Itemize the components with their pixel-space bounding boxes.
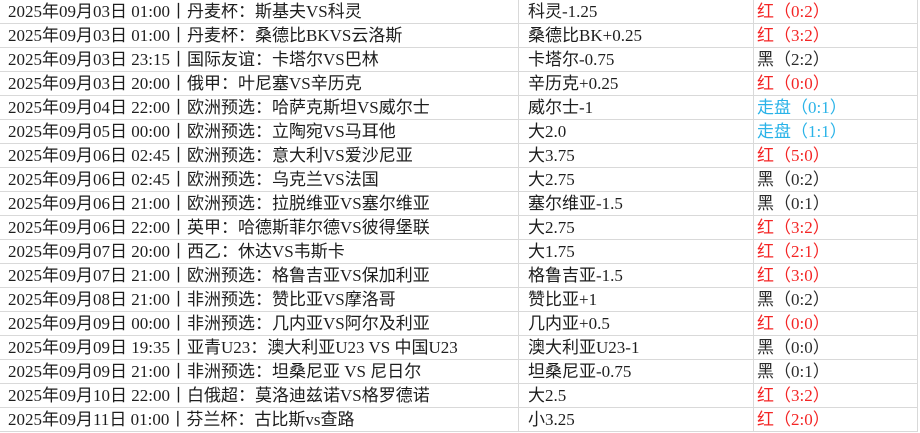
table-row: 2025年09月03日 23:15丨国际友谊：卡塔尔VS巴林 卡塔尔-0.75 … bbox=[0, 48, 918, 72]
match-cell: 2025年09月09日 19:35丨亚青U23：澳大利亚U23 VS 中国U23 bbox=[8, 338, 458, 357]
handicap-cell: 科灵-1.25 bbox=[518, 0, 753, 23]
result-cell: 红（0:2） bbox=[753, 0, 918, 23]
handicap-cell: 大2.75 bbox=[518, 216, 753, 239]
match-cell: 2025年09月09日 00:00丨非洲预选：几内亚VS阿尔及利亚 bbox=[8, 314, 430, 333]
match-cell: 2025年09月03日 23:15丨国际友谊：卡塔尔VS巴林 bbox=[8, 50, 379, 69]
match-cell: 2025年09月07日 21:00丨欧洲预选：格鲁吉亚VS保加利亚 bbox=[8, 266, 430, 285]
match-cell: 2025年09月05日 00:00丨欧洲预选：立陶宛VS马耳他 bbox=[8, 122, 396, 141]
table-row: 2025年09月07日 21:00丨欧洲预选：格鲁吉亚VS保加利亚 格鲁吉亚-1… bbox=[0, 264, 918, 288]
match-cell: 2025年09月09日 21:00丨非洲预选：坦桑尼亚 VS 尼日尔 bbox=[8, 362, 422, 381]
handicap-cell: 大2.5 bbox=[518, 384, 753, 407]
match-cell: 2025年09月08日 21:00丨非洲预选：赞比亚VS摩洛哥 bbox=[8, 290, 396, 309]
table-row: 2025年09月11日 01:00丨芬兰杯：古比斯vs查路 小3.25 红（2:… bbox=[0, 408, 918, 432]
result-cell: 红（3:2） bbox=[753, 384, 918, 407]
table-row: 2025年09月09日 21:00丨非洲预选：坦桑尼亚 VS 尼日尔 坦桑尼亚-… bbox=[0, 360, 918, 384]
result-cell: 黑（0:1） bbox=[753, 192, 918, 215]
result-cell: 红（0:0） bbox=[753, 312, 918, 335]
table-row: 2025年09月06日 02:45丨欧洲预选：乌克兰VS法国 大2.75 黑（0… bbox=[0, 168, 918, 192]
result-cell: 黑（2:2） bbox=[753, 48, 918, 71]
handicap-cell: 几内亚+0.5 bbox=[518, 312, 753, 335]
result-cell: 黑（0:0） bbox=[753, 336, 918, 359]
match-cell: 2025年09月03日 01:00丨丹麦杯：斯基夫VS科灵 bbox=[8, 2, 362, 21]
handicap-cell: 威尔士-1 bbox=[518, 96, 753, 119]
table-row: 2025年09月03日 01:00丨丹麦杯：斯基夫VS科灵 科灵-1.25 红（… bbox=[0, 0, 918, 24]
handicap-cell: 大3.75 bbox=[518, 144, 753, 167]
match-cell: 2025年09月06日 02:45丨欧洲预选：意大利VS爱沙尼亚 bbox=[8, 146, 413, 165]
match-cell: 2025年09月11日 01:00丨芬兰杯：古比斯vs查路 bbox=[8, 410, 355, 429]
handicap-cell: 格鲁吉亚-1.5 bbox=[518, 264, 753, 287]
table-row: 2025年09月05日 00:00丨欧洲预选：立陶宛VS马耳他 大2.0 走盘（… bbox=[0, 120, 918, 144]
result-cell: 红（5:0） bbox=[753, 144, 918, 167]
handicap-cell: 小3.25 bbox=[518, 408, 753, 431]
table-row: 2025年09月06日 02:45丨欧洲预选：意大利VS爱沙尼亚 大3.75 红… bbox=[0, 144, 918, 168]
handicap-cell: 坦桑尼亚-0.75 bbox=[518, 360, 753, 383]
result-cell: 红（3:2） bbox=[753, 216, 918, 239]
handicap-cell: 桑德比BK+0.25 bbox=[518, 24, 753, 47]
table-row: 2025年09月07日 20:00丨西乙：休达VS韦斯卡 大1.75 红（2:1… bbox=[0, 240, 918, 264]
match-cell: 2025年09月03日 01:00丨丹麦杯：桑德比BKVS云洛斯 bbox=[8, 26, 403, 45]
match-cell: 2025年09月03日 20:00丨俄甲：叶尼塞VS辛历克 bbox=[8, 74, 362, 93]
handicap-cell: 大1.75 bbox=[518, 240, 753, 263]
handicap-cell: 澳大利亚U23-1 bbox=[518, 336, 753, 359]
table-row: 2025年09月09日 19:35丨亚青U23：澳大利亚U23 VS 中国U23… bbox=[0, 336, 918, 360]
result-cell: 红（2:1） bbox=[753, 240, 918, 263]
table-row: 2025年09月04日 22:00丨欧洲预选：哈萨克斯坦VS威尔士 威尔士-1 … bbox=[0, 96, 918, 120]
table-row: 2025年09月09日 00:00丨非洲预选：几内亚VS阿尔及利亚 几内亚+0.… bbox=[0, 312, 918, 336]
result-cell: 黑（0:1） bbox=[753, 360, 918, 383]
handicap-cell: 辛历克+0.25 bbox=[518, 72, 753, 95]
match-cell: 2025年09月04日 22:00丨欧洲预选：哈萨克斯坦VS威尔士 bbox=[8, 98, 430, 117]
result-cell: 红（3:2） bbox=[753, 24, 918, 47]
table-row: 2025年09月03日 01:00丨丹麦杯：桑德比BKVS云洛斯 桑德比BK+0… bbox=[0, 24, 918, 48]
result-cell: 走盘（0:1） bbox=[753, 96, 918, 119]
match-cell: 2025年09月10日 22:00丨白俄超：莫洛迪兹诺VS格罗德诺 bbox=[8, 386, 430, 405]
result-cell: 红（3:0） bbox=[753, 264, 918, 287]
match-cell: 2025年09月06日 22:00丨英甲：哈德斯菲尔德VS彼得堡联 bbox=[8, 218, 430, 237]
table-row: 2025年09月08日 21:00丨非洲预选：赞比亚VS摩洛哥 赞比亚+1 黑（… bbox=[0, 288, 918, 312]
match-cell: 2025年09月06日 02:45丨欧洲预选：乌克兰VS法国 bbox=[8, 170, 379, 189]
handicap-cell: 塞尔维亚-1.5 bbox=[518, 192, 753, 215]
result-cell: 红（2:0） bbox=[753, 408, 918, 431]
handicap-cell: 卡塔尔-0.75 bbox=[518, 48, 753, 71]
result-cell: 红（0:0） bbox=[753, 72, 918, 95]
handicap-cell: 大2.0 bbox=[518, 120, 753, 143]
handicap-cell: 赞比亚+1 bbox=[518, 288, 753, 311]
result-cell: 黑（0:2） bbox=[753, 168, 918, 191]
table-row: 2025年09月06日 22:00丨英甲：哈德斯菲尔德VS彼得堡联 大2.75 … bbox=[0, 216, 918, 240]
match-cell: 2025年09月07日 20:00丨西乙：休达VS韦斯卡 bbox=[8, 242, 345, 261]
match-cell: 2025年09月06日 21:00丨欧洲预选：拉脱维亚VS塞尔维亚 bbox=[8, 194, 430, 213]
handicap-cell: 大2.75 bbox=[518, 168, 753, 191]
result-cell: 走盘（1:1） bbox=[753, 120, 918, 143]
table-row: 2025年09月10日 22:00丨白俄超：莫洛迪兹诺VS格罗德诺 大2.5 红… bbox=[0, 384, 918, 408]
result-cell: 黑（0:2） bbox=[753, 288, 918, 311]
table-row: 2025年09月03日 20:00丨俄甲：叶尼塞VS辛历克 辛历克+0.25 红… bbox=[0, 72, 918, 96]
table-row: 2025年09月06日 21:00丨欧洲预选：拉脱维亚VS塞尔维亚 塞尔维亚-1… bbox=[0, 192, 918, 216]
